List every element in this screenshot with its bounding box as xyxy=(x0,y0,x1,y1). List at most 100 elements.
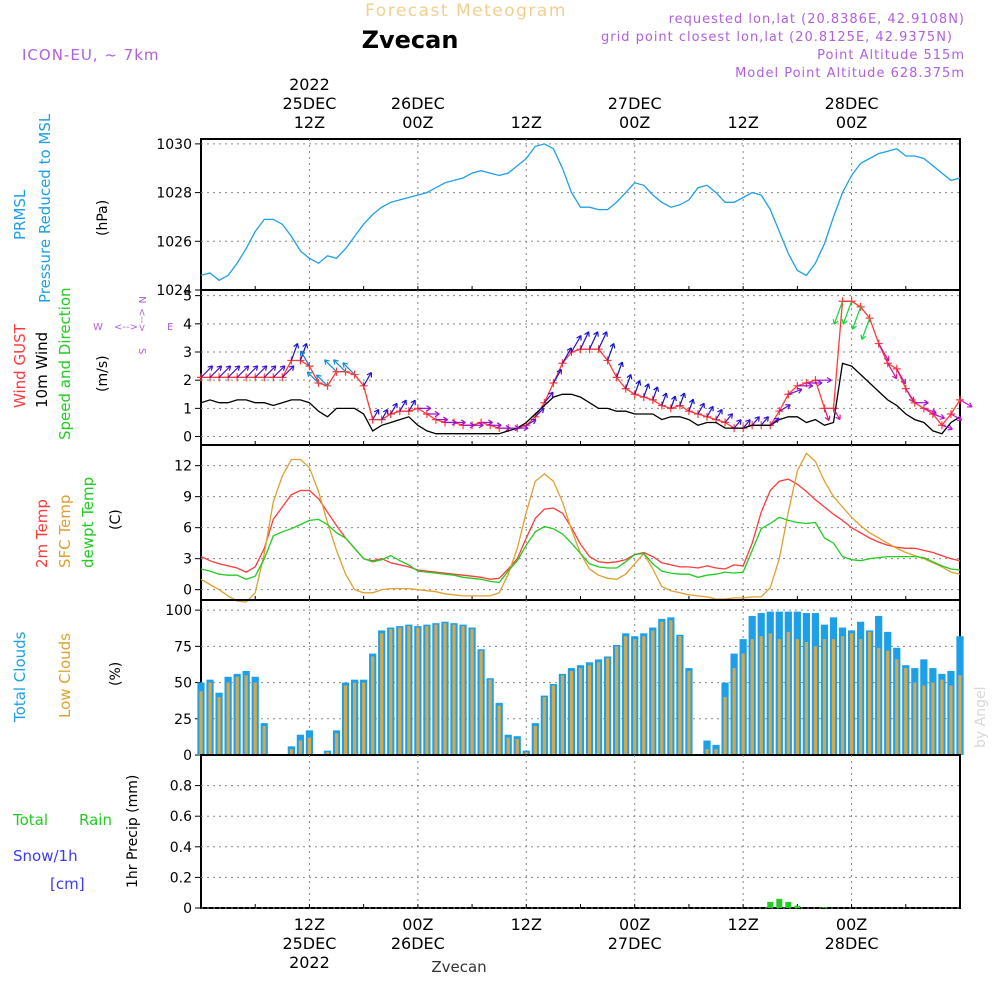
cloud-bar xyxy=(723,697,727,755)
y-tick-label: 0 xyxy=(183,901,192,917)
wind-arrow xyxy=(363,372,372,387)
wind-arrow-head xyxy=(270,365,277,371)
snow-unit-label: [cm] xyxy=(50,875,85,893)
wind-arrow xyxy=(923,407,937,414)
total-rain-label-total: Total xyxy=(12,811,48,829)
cloud-bar xyxy=(750,639,754,755)
wind-arrow-head xyxy=(602,331,608,337)
cloud-bar xyxy=(488,679,492,755)
wind-arrow xyxy=(598,331,608,350)
y-tick-label: 6 xyxy=(183,521,192,537)
gust-marker xyxy=(251,373,260,382)
wind-arrow-head xyxy=(530,418,537,425)
wind-arrow-head xyxy=(302,342,309,349)
wind-arrow-head xyxy=(860,334,867,340)
wind-arrow xyxy=(200,365,213,378)
wind-arrow xyxy=(769,417,780,426)
wind-arrow-head xyxy=(850,324,857,330)
wind-arrow-head xyxy=(689,398,695,405)
compass-south: S xyxy=(136,348,147,354)
gust-marker xyxy=(666,404,675,413)
cloud-bar xyxy=(443,623,447,755)
y-tick-label: 0.8 xyxy=(170,779,192,795)
wind-arrow-head xyxy=(947,424,953,431)
wind-arrow-head xyxy=(835,414,841,421)
cloud-bar xyxy=(777,639,781,755)
wind-arrow xyxy=(579,331,590,350)
low-clouds-label: Low Clouds xyxy=(56,633,74,718)
footer-location: Zvecan xyxy=(431,958,486,976)
cloud-bar xyxy=(633,639,637,755)
series-line xyxy=(200,143,961,282)
wind-arrow xyxy=(751,416,760,426)
wind-arrow xyxy=(525,419,537,426)
cloud-bar xyxy=(506,737,510,755)
wind-arrow xyxy=(643,383,650,398)
compass-north-south-arrow: <--> xyxy=(136,308,147,332)
dewpt-temp-label: dewpt Temp xyxy=(79,477,97,568)
y-tick-label: 5 xyxy=(183,289,192,305)
wind-arrow-head xyxy=(443,416,449,423)
gust-marker xyxy=(404,407,413,416)
cloud-bar xyxy=(795,639,799,755)
wind-arrow-head xyxy=(763,416,770,422)
y-tick-label: 50 xyxy=(174,676,192,692)
y-tick-label: 9 xyxy=(183,490,192,506)
wind-arrow xyxy=(209,365,222,378)
precip-labels: Total Rain Snow/1h [cm] 1hr Precip (mm) xyxy=(12,775,141,893)
wind-arrow xyxy=(832,408,841,420)
cloud-bar xyxy=(705,749,709,755)
y-tick-label: 0 xyxy=(183,583,192,599)
wind-arrow-head xyxy=(967,402,973,408)
wind-arrow-head xyxy=(299,350,306,356)
gust-marker xyxy=(395,407,404,416)
cloud-bar xyxy=(958,675,962,755)
wind-arrow-head xyxy=(908,396,915,403)
cloud-bar xyxy=(822,639,827,755)
temp-panel-vgrid xyxy=(308,445,853,600)
series-line xyxy=(200,362,961,435)
wind-arrow xyxy=(570,335,582,353)
temp-panel: 0 3 6 9 12 xyxy=(174,444,961,603)
time-axis-label: 27DEC xyxy=(608,94,662,113)
precip-panel-vgrid xyxy=(308,755,853,908)
pressure-labels: PRMSL Pressure Reduced to MSL (hPa) xyxy=(11,113,111,303)
gust-marker xyxy=(305,362,314,371)
cloud-bar xyxy=(831,639,836,755)
precip-panel-frame xyxy=(200,754,961,909)
time-axis-label: 26DEC xyxy=(391,934,445,953)
model-point-altitude: Model Point Altitude 628.375m xyxy=(735,66,965,81)
wind-arrow-head xyxy=(306,371,313,377)
compass-rose: W <--> E N <--> S xyxy=(93,296,173,354)
cloud-bar xyxy=(868,631,872,755)
wind-arrow-head xyxy=(478,422,484,429)
cloud-bar xyxy=(298,740,302,755)
cloud-bar xyxy=(479,650,483,755)
wind-direction-label: Speed and Direction xyxy=(56,287,74,440)
wind-arrow-head xyxy=(956,415,963,421)
temp-unit: (C) xyxy=(108,509,124,530)
wind-gust-label: Wind GUST xyxy=(11,323,29,408)
precip-bar xyxy=(785,901,792,908)
wind-arrow xyxy=(607,343,615,361)
cloud-bar xyxy=(262,726,266,755)
wind-arrow xyxy=(788,388,803,395)
time-axis-label: 12Z xyxy=(294,113,325,132)
compass-north: N xyxy=(136,296,147,303)
pressure-unit: (hPa) xyxy=(95,200,111,236)
wind-arrow xyxy=(950,413,963,421)
cloud-bar xyxy=(434,624,438,755)
wind-arrow xyxy=(661,392,667,406)
cloud-bar xyxy=(226,682,230,755)
prmsl-label: PRMSL xyxy=(11,189,29,240)
precip-panel-yaxis: 0 0.2 0.4 0.6 0.8 xyxy=(170,779,960,917)
cloud-bar xyxy=(235,676,239,755)
wind-arrow xyxy=(941,424,953,430)
wind-arrow xyxy=(616,361,623,378)
pressure-panel-frame xyxy=(200,138,961,291)
wind-arrow-head xyxy=(824,415,831,422)
time-axis-label: 2022 xyxy=(289,75,330,94)
wind-arrow xyxy=(625,374,632,389)
wind-arrow xyxy=(300,350,310,367)
